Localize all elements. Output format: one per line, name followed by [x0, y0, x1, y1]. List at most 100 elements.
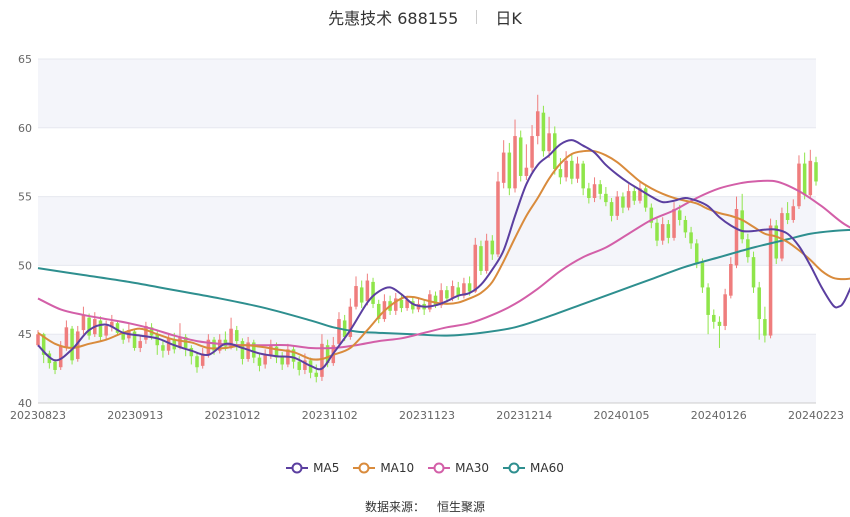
period-label[interactable]: 日K: [495, 9, 522, 28]
candle: [501, 140, 506, 189]
legend-ma5-icon: [286, 462, 309, 474]
candle-body: [257, 357, 262, 366]
candle: [581, 160, 585, 196]
candle-body: [337, 319, 341, 344]
candle-body: [479, 246, 483, 271]
candle-body: [808, 160, 813, 196]
candle-body: [161, 345, 165, 351]
candle: [615, 191, 620, 220]
candle-body: [87, 317, 91, 336]
candle-body: [280, 356, 284, 365]
legend-item-ma10[interactable]: MA10: [353, 461, 414, 475]
candle: [473, 237, 478, 293]
candle-body: [740, 210, 744, 240]
candle-body: [166, 338, 171, 351]
candle-body: [75, 331, 80, 359]
candle-body: [450, 286, 455, 299]
candle: [814, 156, 818, 186]
candle-body: [490, 240, 495, 255]
candle-body: [712, 314, 716, 322]
candle: [110, 314, 114, 332]
candle-body: [371, 281, 375, 304]
candle: [712, 309, 716, 329]
candle-body: [587, 188, 591, 198]
candle: [144, 321, 148, 344]
candle-body: [354, 286, 358, 307]
candle-body: [121, 331, 125, 340]
candle-body: [348, 306, 353, 337]
candle: [660, 217, 665, 245]
candle-body: [717, 321, 722, 326]
candle-body: [535, 111, 540, 137]
candle-body: [706, 287, 710, 315]
y-tick-label: 40: [18, 397, 32, 410]
candle-body: [507, 152, 512, 189]
candle-body: [626, 191, 631, 208]
candle: [547, 116, 551, 159]
candle: [592, 177, 597, 203]
y-tick-label: 45: [18, 328, 32, 341]
x-tick-label: 20230913: [107, 409, 163, 422]
candle: [195, 353, 199, 373]
candle-body: [240, 341, 245, 359]
candle-body: [677, 210, 682, 220]
candle: [490, 235, 495, 260]
candle: [365, 273, 370, 306]
candle-body: [269, 345, 273, 355]
legend: MA5 MA10 MA30 MA60: [0, 458, 850, 478]
x-tick-label: 20230823: [10, 409, 66, 422]
candle-body: [541, 112, 546, 152]
legend-ma30-icon: [428, 462, 451, 474]
candle-body: [797, 163, 801, 207]
candle: [609, 197, 614, 222]
candle: [132, 328, 137, 351]
y-tick-label: 55: [18, 191, 32, 204]
candle: [121, 328, 125, 344]
y-axis: 40 45 50 55 60 65: [18, 53, 32, 410]
candle: [666, 219, 671, 244]
candle-body: [785, 213, 790, 220]
legend-item-ma5[interactable]: MA5: [286, 461, 339, 475]
candle-body: [132, 331, 137, 348]
candle: [575, 156, 580, 183]
candle: [729, 257, 733, 299]
candle: [81, 306, 86, 335]
x-tick-label: 20231012: [205, 409, 261, 422]
candle: [87, 313, 91, 340]
candle: [706, 283, 710, 335]
legend-item-ma60[interactable]: MA60: [503, 461, 564, 475]
moving-average-lines: [37, 139, 850, 371]
candle-body: [530, 136, 534, 168]
candle: [115, 320, 120, 336]
candle-body: [632, 191, 637, 201]
candle-body: [547, 133, 551, 152]
y-tick-label: 50: [18, 259, 32, 272]
candle-body: [229, 328, 233, 348]
candle-body: [303, 360, 307, 370]
candle: [484, 233, 489, 274]
candle-body: [365, 280, 370, 302]
candle-body: [791, 206, 796, 220]
candle-body: [621, 196, 625, 208]
candle: [161, 341, 165, 358]
candle: [456, 281, 460, 300]
candle: [524, 144, 529, 181]
candle: [518, 130, 523, 182]
candle-body: [683, 219, 688, 233]
candle-body: [734, 208, 739, 266]
candle: [808, 149, 813, 198]
candle: [394, 292, 398, 315]
candle: [535, 94, 540, 145]
candle-body: [802, 163, 807, 196]
candle-body: [666, 224, 671, 238]
candle-body: [394, 298, 398, 311]
candle-body: [655, 222, 659, 241]
ma10-line: [37, 149, 850, 361]
data-source: 数据来源： 恒生聚源: [0, 498, 850, 515]
candle: [791, 199, 796, 223]
legend-item-ma30[interactable]: MA30: [428, 461, 489, 475]
candle-body: [325, 345, 330, 364]
candle-body: [643, 188, 648, 208]
candle-body: [189, 347, 194, 357]
